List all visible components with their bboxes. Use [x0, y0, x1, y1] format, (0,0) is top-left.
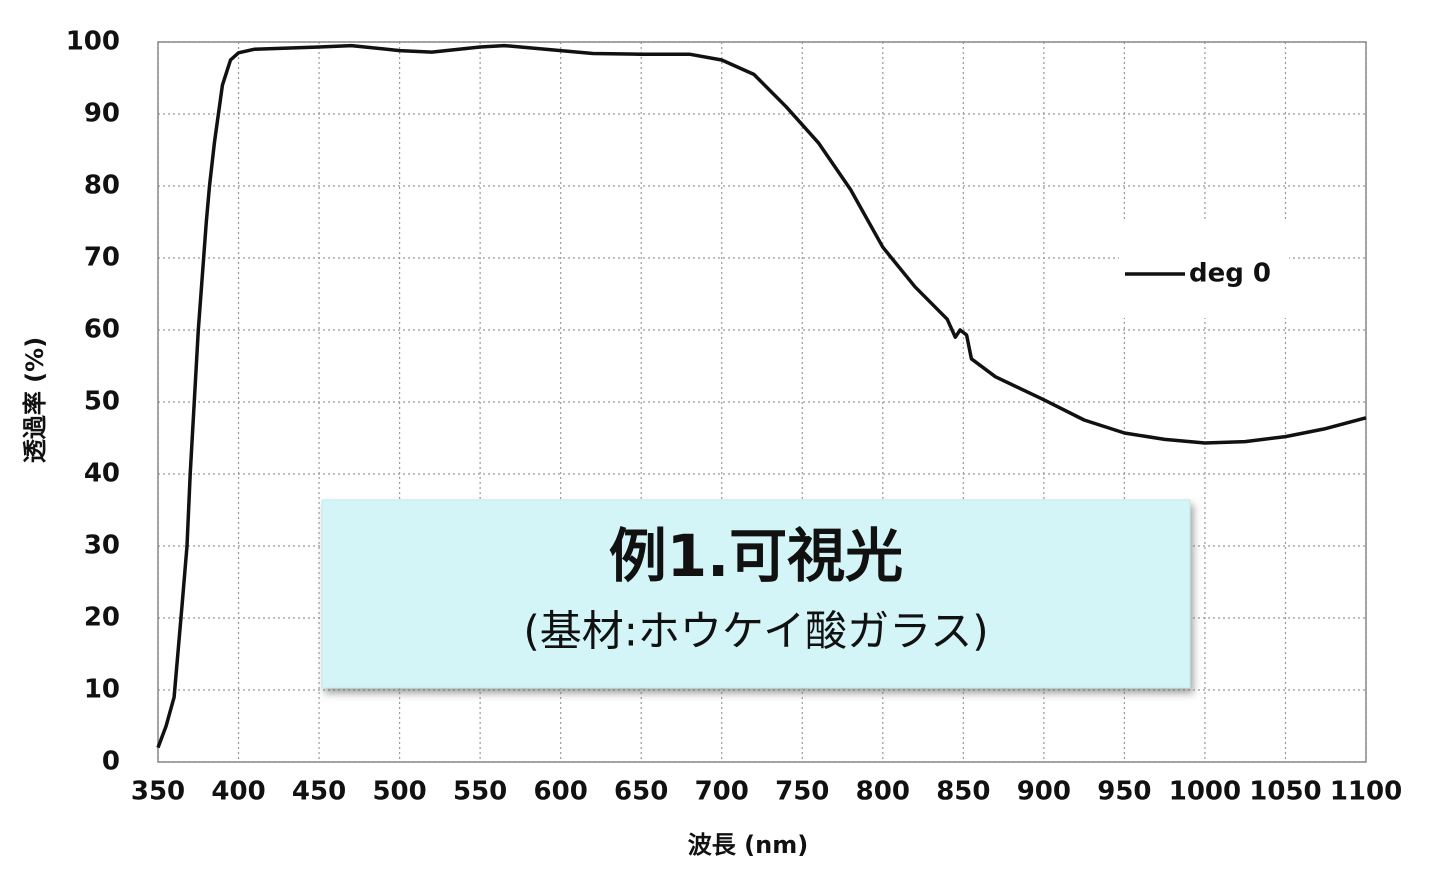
- y-tick-label: 70: [84, 243, 120, 273]
- y-tick-label: 80: [84, 171, 120, 201]
- y-tick-label: 100: [66, 27, 120, 57]
- x-tick-label: 500: [372, 777, 426, 807]
- y-tick-label: 40: [84, 459, 120, 489]
- annotation-title: 例1.可視光: [609, 522, 903, 590]
- y-tick-label: 90: [84, 99, 120, 129]
- x-tick-label: 450: [292, 777, 346, 807]
- x-tick-label: 550: [453, 777, 507, 807]
- y-tick-label: 30: [84, 531, 120, 561]
- x-tick-label: 1050: [1249, 777, 1321, 807]
- x-tick-label: 750: [775, 777, 829, 807]
- x-tick-label: 900: [1017, 777, 1071, 807]
- legend-background: [1119, 220, 1289, 318]
- x-tick-label: 1100: [1330, 777, 1402, 807]
- x-tick-label: 350: [131, 777, 185, 807]
- data-line: [156, 43, 1367, 749]
- x-tick-label: 800: [856, 777, 910, 807]
- y-tick-label: 10: [84, 675, 120, 705]
- y-tick-label: 0: [102, 747, 120, 777]
- x-axis-label: 波長 (nm): [688, 831, 808, 859]
- x-tick-label: 700: [695, 777, 749, 807]
- x-tick-label: 1000: [1169, 777, 1241, 807]
- x-tick-label: 950: [1097, 777, 1151, 807]
- y-tick-label: 50: [84, 387, 120, 417]
- x-tick-label: 600: [534, 777, 588, 807]
- x-tick-label: 400: [211, 777, 265, 807]
- legend-label: deg 0: [1189, 259, 1271, 289]
- plot-frame: [157, 41, 1367, 763]
- x-tick-label: 850: [936, 777, 990, 807]
- annotation: 例1.可視光 (基材:ホウケイ酸ガラス): [321, 499, 1191, 689]
- annotation-box: [321, 499, 1191, 689]
- y-axis-label: 透過率 (%): [21, 337, 49, 463]
- x-tick-label: 650: [614, 777, 668, 807]
- y-tick-label: 20: [84, 603, 120, 633]
- y-tick-label: 60: [84, 315, 120, 345]
- annotation-subtitle: (基材:ホウケイ酸ガラス): [523, 607, 988, 656]
